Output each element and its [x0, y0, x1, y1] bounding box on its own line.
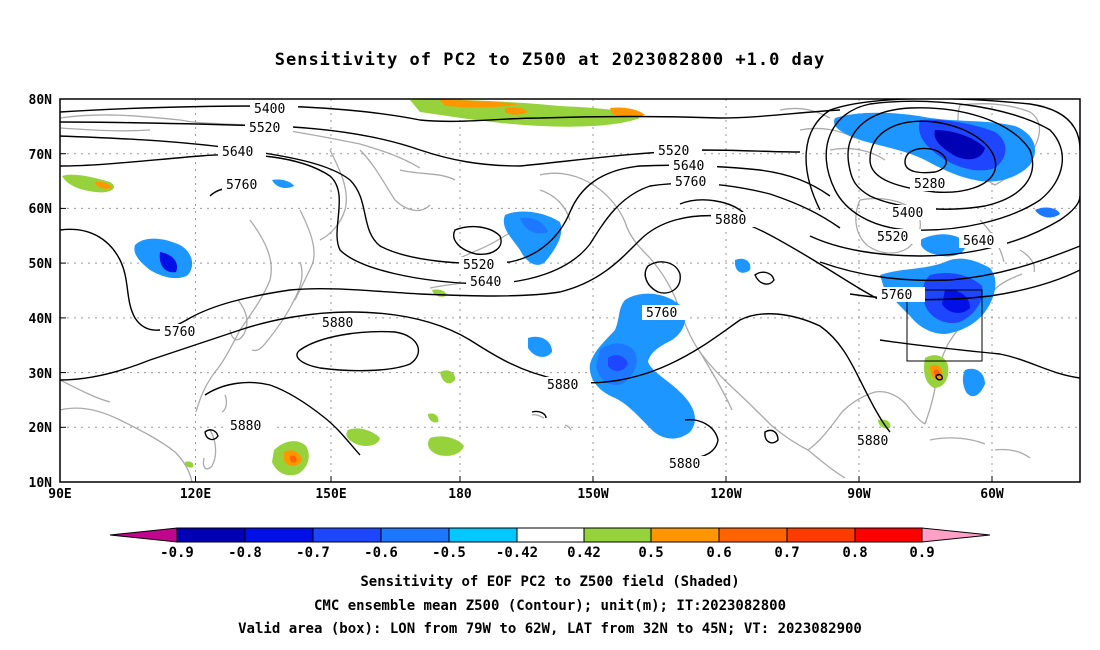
lat-label: 70N — [29, 148, 53, 163]
lon-label: 180 — [448, 487, 472, 502]
colorbar-label: 0.7 — [774, 545, 799, 561]
contour-label: 5520 — [249, 121, 280, 136]
colorbar-label: -0.7 — [296, 545, 330, 561]
colorbar-swatch — [516, 527, 585, 543]
colorbar-swatch — [312, 527, 382, 543]
axis-ticks — [60, 98, 993, 482]
valid-area-box — [906, 289, 983, 362]
contour-label: 5520 — [877, 230, 908, 245]
contour-label: 5640 — [222, 145, 253, 160]
contour-label: 5640 — [673, 159, 704, 174]
lat-label: 20N — [29, 421, 53, 436]
contour-label: 5400 — [892, 206, 923, 221]
colorbar-swatch — [921, 527, 991, 543]
lat-label: 60N — [29, 202, 53, 217]
colorbar-label: 0.6 — [706, 545, 731, 561]
map-title: Sensitivity of PC2 to Z500 at 2023082800… — [274, 50, 826, 70]
colorbar-swatch — [448, 527, 518, 543]
contour-label: 5880 — [230, 419, 261, 434]
colorbar-label: -0.9 — [160, 545, 194, 561]
lon-label: 120W — [710, 487, 741, 502]
lat-label: 80N — [29, 93, 53, 108]
map-frame — [59, 98, 1081, 483]
colorbar — [109, 527, 991, 543]
colorbar-swatch — [583, 527, 652, 543]
contour-label: 5520 — [463, 258, 494, 273]
colorbar-swatch — [380, 527, 450, 543]
contour-label: 5880 — [857, 434, 888, 449]
lat-label: 30N — [29, 367, 53, 382]
lon-label: 90W — [847, 487, 871, 502]
caption-line-2: CMC ensemble mean Z500 (Contour); unit(m… — [313, 598, 786, 614]
contour-label: 5640 — [963, 234, 994, 249]
lon-label: 90E — [48, 487, 71, 502]
caption-line-1: Sensitivity of EOF PC2 to Z500 field (Sh… — [360, 574, 740, 590]
lon-label: 150W — [577, 487, 608, 502]
colorbar-swatch — [109, 527, 178, 543]
colorbar-label: -0.5 — [432, 545, 466, 561]
colorbar-swatch — [786, 527, 856, 543]
colorbar-label: -0.8 — [228, 545, 262, 561]
colorbar-label: -0.6 — [364, 545, 398, 561]
colorbar-label: 0.5 — [638, 545, 663, 561]
contour-label: 5640 — [470, 275, 501, 290]
colorbar-label: 0.9 — [909, 545, 934, 561]
lat-label: 50N — [29, 257, 53, 272]
contour-label: 5400 — [254, 102, 285, 117]
shaded-sensitivity — [62, 99, 1060, 476]
contour-label: 5880 — [322, 316, 353, 331]
lon-label: 120E — [180, 487, 211, 502]
contour-label: 5760 — [164, 325, 195, 340]
contour-label: 5880 — [715, 213, 746, 228]
colorbar-swatch — [650, 527, 720, 543]
lat-label: 10N — [29, 476, 53, 491]
colorbar-label: 0.8 — [842, 545, 867, 561]
colorbar-label: -0.42 — [496, 545, 538, 561]
colorbar-swatch — [854, 527, 923, 543]
colorbar-swatch — [718, 527, 788, 543]
contour-label: 5880 — [547, 378, 578, 393]
caption-line-3: Valid area (box): LON from 79W to 62W, L… — [238, 621, 862, 637]
lat-label: 40N — [29, 312, 53, 327]
contour-label: 5760 — [646, 306, 677, 321]
lon-label: 150E — [315, 487, 346, 502]
contour-label: 5280 — [914, 177, 945, 192]
colorbar-label: 0.42 — [567, 545, 601, 561]
contour-label: 5760 — [881, 288, 912, 303]
contour-label: 5520 — [658, 144, 689, 159]
lon-label: 60W — [980, 487, 1004, 502]
contour-label: 5760 — [675, 175, 706, 190]
colorbar-swatch — [176, 527, 246, 543]
colorbar-swatch — [244, 527, 314, 543]
contour-label: 5880 — [669, 457, 700, 472]
contour-label: 5760 — [226, 178, 257, 193]
